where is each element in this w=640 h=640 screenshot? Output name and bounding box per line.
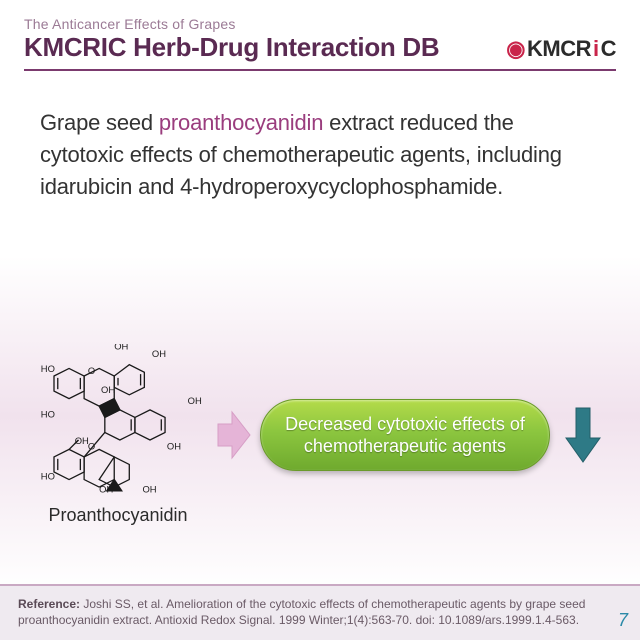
atom-label: O [88, 440, 95, 451]
header-subtitle: The Anticancer Effects of Grapes [24, 16, 616, 32]
reference-text: Joshi SS, et al. Amelioration of the cyt… [18, 597, 585, 627]
arrow-down-icon [564, 400, 602, 470]
atom-label: HO [41, 408, 55, 419]
body-prefix: Grape seed [40, 110, 159, 135]
atom-label: OH [188, 395, 202, 406]
atom-label: HO [41, 363, 55, 374]
body-text: Grape seed proanthocyanidin extract redu… [0, 79, 640, 203]
pill-text: Decreased cytotoxic effects of chemother… [279, 413, 531, 458]
molecule-structure-icon: HOOHOHHOOHOHOOHOHHOOHOOH [28, 344, 208, 504]
header: The Anticancer Effects of Grapes KMCRIC … [0, 0, 640, 79]
logo-text-2: C [601, 36, 616, 62]
logo-text-i: i [593, 36, 599, 62]
atom-label: OH [142, 484, 156, 495]
kmcric-logo: ◉KMCRiC [506, 36, 616, 62]
atom-label: OH [114, 344, 128, 352]
atom-label: O [88, 365, 95, 376]
molecule-block: HOOHOHHOOHOHOOHOHHOOHOOH Proanthocyanidi… [28, 344, 208, 526]
title-row: KMCRIC Herb-Drug Interaction DB ◉KMCRiC [24, 32, 616, 63]
logo-dot-icon: ◉ [506, 36, 525, 62]
reference-label: Reference: [18, 597, 80, 611]
atom-label: OH [167, 440, 181, 451]
atom-label: OH [152, 348, 166, 359]
atom-label: OH [99, 484, 113, 495]
arrow-right-icon [216, 400, 252, 470]
body-highlight: proanthocyanidin [159, 110, 323, 135]
atom-label: HO [41, 471, 55, 482]
footer: Reference: Joshi SS, et al. Amelioration… [0, 584, 640, 640]
atom-label: OH [101, 384, 115, 395]
result-pill: Decreased cytotoxic effects of chemother… [260, 399, 550, 471]
page-title: KMCRIC Herb-Drug Interaction DB [24, 32, 439, 63]
logo-text-1: KMCR [527, 36, 591, 62]
atom-label: OH [75, 435, 89, 446]
diagram-row: HOOHOHHOOHOHOOHOHHOOHOOH Proanthocyanidi… [0, 330, 640, 540]
page-number: 7 [618, 608, 628, 632]
header-rule [24, 69, 616, 71]
molecule-label: Proanthocyanidin [28, 505, 208, 526]
